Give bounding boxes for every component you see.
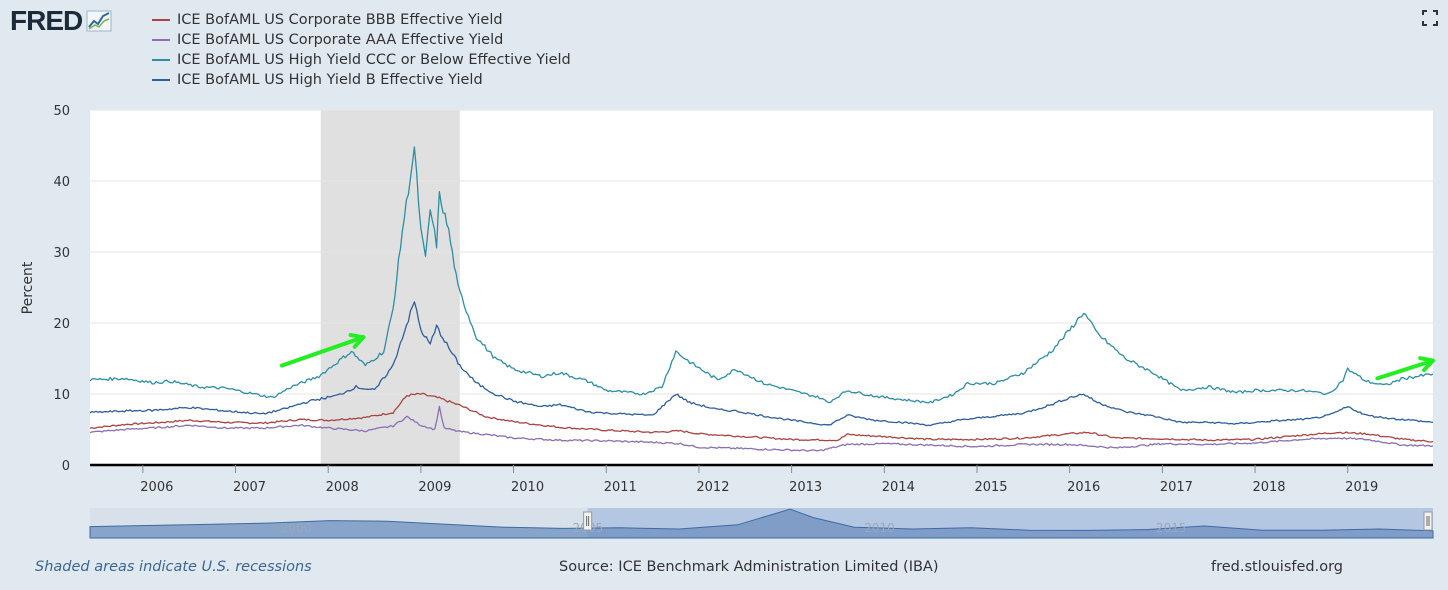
navigator-label: 2015	[1156, 521, 1187, 535]
x-tick-label: 2009	[418, 480, 451, 495]
y-tick-label: 40	[53, 175, 70, 190]
plot-background	[90, 110, 1433, 465]
x-tick-label: 2015	[974, 480, 1007, 495]
x-tick-label: 2011	[604, 480, 637, 495]
navigator-area	[89, 508, 1434, 539]
legend-swatch	[152, 39, 170, 41]
legend-swatch	[152, 19, 170, 21]
source-text: Source: ICE Benchmark Administration Lim…	[559, 559, 939, 575]
recession-note: Shaded areas indicate U.S. recessions	[35, 559, 312, 575]
y-tick-label: 20	[53, 317, 70, 332]
x-tick-label: 2019	[1345, 480, 1378, 495]
legend-item[interactable]: ICE BofAML US High Yield CCC or Below Ef…	[152, 50, 571, 70]
annotation-arrow	[279, 333, 366, 368]
y-tick-label: 10	[53, 388, 70, 403]
x-tick-label: 2006	[140, 480, 173, 495]
site-url[interactable]: fred.stlouisfed.org	[1211, 559, 1344, 575]
legend-item[interactable]: ICE BofAML US Corporate AAA Effective Yi…	[152, 30, 571, 50]
x-tick-label: 2016	[1067, 480, 1100, 495]
line-chart-icon	[86, 10, 112, 32]
x-tick-label: 2013	[789, 480, 822, 495]
logo-text: FRED	[10, 5, 83, 36]
series-line[interactable]	[89, 146, 1434, 404]
x-tick-label: 2014	[882, 480, 915, 495]
fred-logo[interactable]: FRED	[10, 5, 112, 37]
x-tick-label: 2008	[326, 480, 359, 495]
legend-item[interactable]: ICE BofAML US Corporate BBB Effective Yi…	[152, 10, 571, 30]
x-tick-label: 2017	[1160, 480, 1193, 495]
legend-swatch	[152, 59, 170, 61]
x-tick-label: 2010	[511, 480, 544, 495]
y-axis-label: Percent	[20, 261, 36, 314]
x-tick-label: 2012	[696, 480, 729, 495]
x-tick-label: 2018	[1252, 480, 1285, 495]
series-line[interactable]	[89, 392, 1434, 443]
navigator-handle[interactable]	[583, 511, 593, 531]
series-line[interactable]	[89, 301, 1434, 427]
legend-label: ICE BofAML US Corporate BBB Effective Yi…	[177, 12, 503, 28]
series-line[interactable]	[89, 405, 1434, 452]
y-tick-label: 30	[53, 246, 70, 261]
recession-shade	[320, 110, 460, 465]
legend-label: ICE BofAML US High Yield CCC or Below Ef…	[177, 52, 571, 68]
legend-item[interactable]: ICE BofAML US High Yield B Effective Yie…	[152, 70, 571, 90]
x-tick-label: 2007	[233, 480, 266, 495]
y-tick-label: 50	[53, 104, 70, 119]
navigator-label: 2000	[281, 521, 312, 535]
legend-swatch	[152, 79, 170, 81]
y-tick-label: 0	[62, 459, 70, 474]
annotation-arrow	[1375, 356, 1435, 381]
legend-label: ICE BofAML US Corporate AAA Effective Yi…	[177, 32, 504, 48]
navigator-label: 2010	[864, 521, 895, 535]
legend-label: ICE BofAML US High Yield B Effective Yie…	[177, 72, 483, 88]
chart-svg: 0 10 20 30 40 50 2006 2007 2008 2009 2010 2011 2012…	[20, 104, 1435, 539]
chart-legend: ICE BofAML US Corporate BBB Effective Yi…	[152, 10, 571, 90]
navigator-handle[interactable]	[1423, 511, 1433, 531]
fullscreen-icon[interactable]	[1422, 10, 1438, 26]
